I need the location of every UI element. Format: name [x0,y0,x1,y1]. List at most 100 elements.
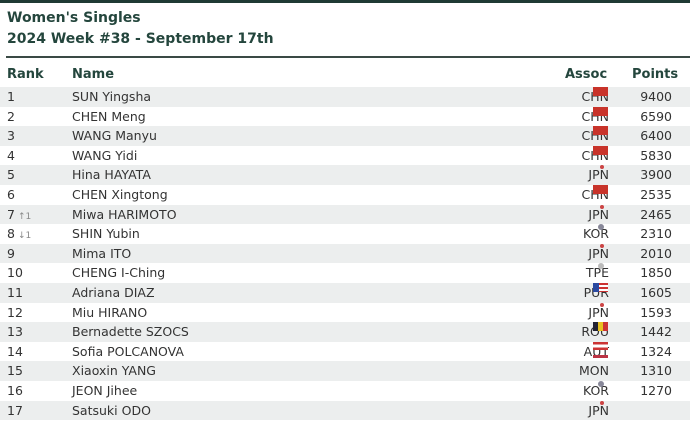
player-name[interactable]: CHEN Xingtong [72,185,168,205]
assoc-cell: MON [563,361,609,381]
flag-jpn-icon [600,205,604,209]
table-row: 1 SUN Yingsha CHN 9400 [0,87,690,107]
table-header: Rank Name Assoc Points [0,67,690,85]
assoc-cell: JPN [563,303,609,323]
rank-value: 15 [7,363,23,378]
top-bar [0,0,690,3]
page-title: Women's Singles [7,10,141,26]
player-name[interactable]: Mima ITO [72,244,131,264]
assoc-code: JPN [588,244,609,264]
table-row: 8↓1 SHIN Yubin KOR 2310 [0,224,690,244]
player-name[interactable]: Satsuki ODO [72,401,151,421]
rank-value: 6 [7,187,15,202]
rank-value: 4 [7,148,15,163]
flag-mon-icon [593,355,608,361]
flag-chn-icon [593,185,608,194]
assoc-code: JPN [588,165,609,185]
points-value: 2535 [630,185,672,205]
assoc-code: KOR [583,224,609,244]
rank-cell: 17 [7,401,26,423]
table-row: 15 Xiaoxin YANG MON 1310 [0,361,690,381]
assoc-code: MON [579,361,609,381]
rank-value: 11 [7,285,23,300]
player-name[interactable]: Bernadette SZOCS [72,322,189,342]
assoc-cell: KOR [563,381,609,401]
flag-jpn-icon [600,244,604,248]
assoc-cell: CHN [563,107,609,127]
table-row: 6 CHEN Xingtong CHN 2535 [0,185,690,205]
flag-chn-icon [593,87,608,96]
flag-aut-icon [593,342,608,350]
assoc-cell: CHN [563,126,609,146]
table-row: 5 Hina HAYATA JPN 3900 [0,165,690,185]
player-name[interactable]: Miwa HARIMOTO [72,205,177,225]
flag-chn-icon [593,126,608,135]
rank-value: 2 [7,109,15,124]
player-name[interactable]: WANG Manyu [72,126,157,146]
flag-kor-icon [598,381,604,387]
assoc-code: KOR [583,381,609,401]
table-row: 17 Satsuki ODO JPN [0,401,690,421]
table-row: 13 Bernadette SZOCS ROU 1442 [0,322,690,342]
points-value: 9400 [630,87,672,107]
assoc-cell: JPN [563,401,609,421]
rank-change: ↓1 [18,231,31,241]
table-row: 2 CHEN Meng CHN 6590 [0,107,690,127]
col-points: Points [632,67,678,82]
player-name[interactable]: Xiaoxin YANG [72,361,156,381]
rank-value: 12 [7,305,23,320]
player-name[interactable]: JEON Jihee [72,381,137,401]
points-value: 6590 [630,107,672,127]
rank-value: 8 [7,226,15,241]
rank-value: 10 [7,265,23,280]
player-name[interactable]: CHEN Meng [72,107,146,127]
points-value: 5830 [630,146,672,166]
col-name: Name [72,67,114,82]
rank-value: 9 [7,246,15,261]
assoc-cell: ROU [563,322,609,342]
points-value: 2465 [630,205,672,225]
assoc-cell: JPN [563,244,609,264]
flag-pur-icon [593,283,608,292]
rank-value: 5 [7,167,15,182]
player-name[interactable]: CHENG I-Ching [72,263,165,283]
rank-value: 13 [7,324,23,339]
player-name[interactable]: Miu HIRANO [72,303,147,323]
assoc-cell: JPN [563,165,609,185]
col-rank: Rank [7,67,44,82]
points-value: 1270 [630,381,672,401]
table-row: 11 Adriana DIAZ PUR 1605 [0,283,690,303]
rank-value: 14 [7,344,23,359]
assoc-cell: CHN [563,87,609,107]
player-name[interactable]: Sofia POLCANOVA [72,342,184,362]
points-value: 1593 [630,303,672,323]
points-value: 1442 [630,322,672,342]
divider [6,56,690,58]
assoc-cell: CHN [563,185,609,205]
assoc-cell: CHN [563,146,609,166]
table-row: 9 Mima ITO JPN 2010 [0,244,690,264]
player-name[interactable]: Adriana DIAZ [72,283,155,303]
rank-change: ↑1 [18,212,31,222]
assoc-cell: KOR [563,224,609,244]
points-value: 3900 [630,165,672,185]
points-value: 2010 [630,244,672,264]
assoc-code: JPN [588,303,609,323]
points-value: 1850 [630,263,672,283]
points-value: 1310 [630,361,672,381]
player-name[interactable]: SHIN Yubin [72,224,140,244]
player-name[interactable]: WANG Yidi [72,146,137,166]
col-assoc: Assoc [565,67,607,82]
flag-jpn-icon [600,401,604,405]
player-name[interactable]: Hina HAYATA [72,165,151,185]
page-subtitle: 2024 Week #38 - September 17th [7,31,274,47]
points-value: 6400 [630,126,672,146]
table-row: 14 Sofia POLCANOVA AUT 1324 [0,342,690,362]
flag-rou-icon [593,322,608,331]
player-name[interactable]: SUN Yingsha [72,87,151,107]
assoc-cell: PUR [563,283,609,303]
assoc-code: JPN [588,205,609,225]
assoc-cell: TPE [563,263,609,283]
rank-value: 1 [7,89,15,104]
rank-value: 17 [7,403,23,418]
